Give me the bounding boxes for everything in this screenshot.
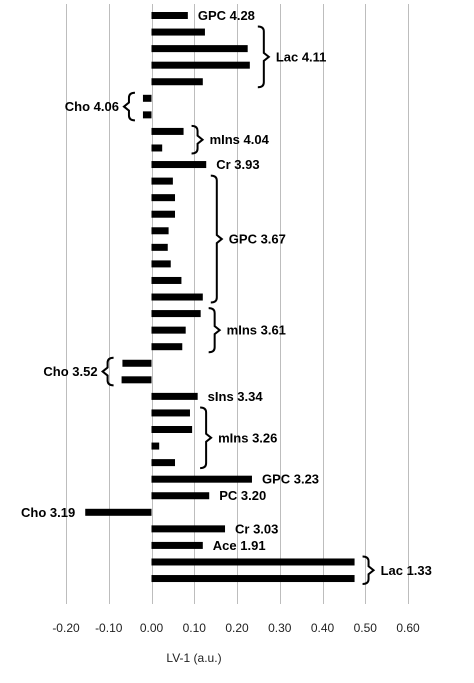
bar (151, 45, 248, 53)
x-tick-label: 0.40 (311, 621, 335, 635)
bracket (210, 174, 224, 304)
bar (151, 227, 169, 235)
peak-label: Cr 3.93 (216, 157, 259, 172)
x-tick-label: 0.20 (225, 621, 249, 635)
x-tick-label: 0.50 (354, 621, 378, 635)
annotation-layer: GPC 4.28 Lac 4.11 Cho 4.06 mIns 4.04 Cr 3.93… (21, 8, 432, 586)
peak-label: GPC 3.67 (229, 232, 286, 247)
bar (151, 293, 203, 301)
x-tick-labels: -0.20 -0.10 0.00 0.10 0.20 0.30 0.40 0.50 0.60 (52, 621, 420, 635)
bar (151, 575, 355, 583)
bar (151, 558, 355, 566)
bar (151, 61, 250, 69)
bar (151, 12, 188, 19)
peak-label: GPC 3.23 (262, 472, 319, 487)
bar (151, 243, 168, 251)
bar (151, 276, 182, 284)
bar (151, 442, 160, 450)
bar-layer (85, 12, 355, 583)
peak-label: Lac 1.33 (381, 563, 432, 578)
bar (151, 409, 190, 417)
bracket (100, 356, 114, 387)
peak-label: Cho 3.19 (21, 505, 75, 520)
bar (151, 78, 203, 86)
bar (151, 459, 176, 467)
peak-label: PC 3.20 (219, 488, 266, 503)
bar (122, 359, 152, 367)
bar (151, 161, 207, 169)
bar (151, 492, 210, 500)
bar (151, 260, 171, 268)
bar (151, 475, 252, 483)
bar (151, 144, 163, 152)
bar (151, 525, 226, 533)
bar (151, 343, 183, 351)
x-tick-label: 0.10 (183, 621, 207, 635)
peak-label: Cho 4.06 (65, 99, 119, 114)
bar (151, 177, 173, 185)
x-tick-label: 0.60 (396, 621, 420, 635)
bar (151, 310, 201, 318)
peak-label: Cr 3.03 (235, 521, 278, 536)
bar (151, 326, 186, 334)
bar (142, 111, 152, 119)
bar (151, 392, 198, 400)
x-tick-label: -0.10 (95, 621, 123, 635)
bracket (208, 307, 222, 354)
bar (151, 28, 205, 36)
bar (151, 210, 176, 218)
peak-label: mIns 3.26 (218, 430, 277, 445)
bar (151, 127, 184, 135)
bracket (191, 124, 205, 155)
bracket (362, 555, 376, 586)
peak-label: Lac 4.11 (276, 49, 327, 64)
bar (85, 508, 152, 516)
peak-label: mIns 4.04 (210, 132, 270, 147)
bar (121, 376, 152, 384)
bracket (122, 91, 135, 122)
x-tick-label: 0.30 (268, 621, 292, 635)
bar (142, 94, 152, 102)
x-tick-label: 0.00 (140, 621, 164, 635)
bar (151, 426, 193, 433)
x-tick-label: -0.20 (52, 621, 80, 635)
peak-label: mIns 3.61 (227, 323, 286, 338)
peak-label: sIns 3.34 (208, 389, 264, 404)
peak-label: Ace 1.91 (213, 538, 266, 553)
peak-label: GPC 4.28 (198, 8, 255, 23)
bracket (200, 406, 213, 470)
bar (151, 541, 203, 549)
bracket (257, 25, 271, 89)
peak-label: Cho 3.52 (43, 364, 97, 379)
bar (151, 194, 176, 202)
grid-layer (66, 4, 409, 604)
x-axis-title: LV-1 (a.u.) (166, 651, 221, 665)
